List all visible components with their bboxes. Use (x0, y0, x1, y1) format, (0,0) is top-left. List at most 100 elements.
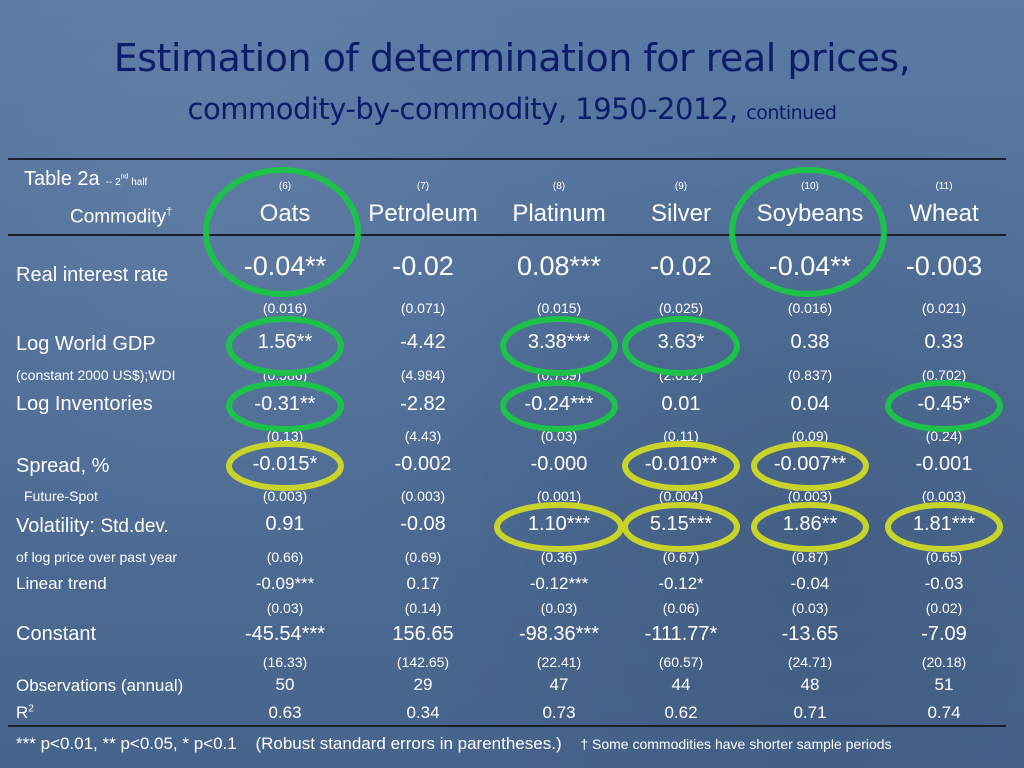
se-constant: (20.18) (921, 654, 967, 670)
se-constant: (16.33) (262, 654, 308, 670)
se-linear_trend: (0.03) (791, 600, 829, 616)
row-sublabel-spread: Future-Spot (24, 488, 98, 504)
coef-spread: -0.000 (530, 453, 588, 475)
coef-spread: -0.007** (773, 453, 847, 475)
se-log_inventories: (0.13) (266, 428, 304, 444)
coef-spread: -0.010** (644, 453, 718, 475)
se-constant: (24.71) (787, 654, 833, 670)
se-log_gdp: (4.984) (400, 367, 446, 383)
coef-real_interest: -0.02 (392, 251, 454, 281)
coef-constant: -13.65 (781, 623, 839, 645)
coef-real_interest: -0.02 (650, 251, 712, 281)
se-log_gdp: (0.837) (787, 367, 833, 383)
se-linear_trend: (0.14) (404, 600, 442, 616)
se-volatility: (0.66) (266, 549, 304, 565)
coef-volatility: 1.86** (782, 513, 838, 535)
coef-spread: -0.002 (394, 453, 452, 475)
coef-r2: 0.62 (664, 703, 698, 722)
column-header-oats: Oats (259, 200, 311, 227)
row-sublabel-log_gdp: (constant 2000 US$);WDI (16, 367, 176, 383)
coef-linear_trend: -0.03 (924, 574, 964, 593)
row-label-observations: Observations (annual) (16, 676, 184, 695)
coef-linear_trend: -0.12*** (529, 574, 589, 593)
se-volatility: (0.87) (791, 549, 829, 565)
coef-linear_trend: -0.04 (790, 574, 830, 593)
coef-log_gdp: 0.38 (790, 331, 830, 353)
se-constant: (22.41) (536, 654, 582, 670)
coef-real_interest: -0.04** (243, 251, 327, 281)
coef-constant: 156.65 (392, 623, 454, 645)
coef-r2: 0.74 (927, 703, 961, 722)
coef-real_interest: -0.003 (905, 251, 983, 281)
se-real_interest: (0.015) (536, 300, 582, 316)
coef-r2: 0.71 (793, 703, 827, 722)
se-log_inventories: (0.03) (540, 428, 578, 444)
coef-real_interest: -0.04** (768, 251, 852, 281)
coef-linear_trend: -0.12* (658, 574, 704, 593)
footnote: *** p<0.01, ** p<0.05, * p<0.1 (Robust s… (16, 734, 892, 754)
coef-observations: 29 (413, 675, 433, 694)
coef-constant: -111.77* (644, 623, 718, 645)
column-number: (8) (552, 181, 566, 192)
coef-log_inventories: -0.45* (917, 393, 971, 415)
coef-spread: -0.001 (915, 453, 973, 475)
se-real_interest: (0.071) (400, 300, 446, 316)
coef-volatility: 5.15*** (649, 513, 713, 535)
row-label-r2: R2 (16, 703, 34, 722)
coef-log_gdp: 0.33 (924, 331, 964, 353)
coef-r2: 0.63 (268, 703, 302, 722)
coef-observations: 47 (549, 675, 569, 694)
coef-observations: 50 (275, 675, 295, 694)
row-label-volatility: Volatility: Std.dev. (16, 515, 169, 537)
se-log_inventories: (0.09) (791, 428, 829, 444)
se-log_gdp: (2.012) (658, 367, 704, 383)
row-label-linear_trend: Linear trend (16, 574, 107, 593)
coef-linear_trend: 0.17 (406, 574, 440, 593)
se-spread: (0.004) (658, 488, 704, 504)
coef-volatility: -0.08 (400, 513, 446, 535)
se-spread: (0.003) (400, 488, 446, 504)
row-label-real_interest: Real interest rate (16, 264, 169, 286)
coef-observations: 51 (934, 675, 954, 694)
se-volatility: (0.67) (662, 549, 700, 565)
se-real_interest: (0.016) (787, 300, 833, 316)
se-log_gdp: (0.702) (921, 367, 967, 383)
coef-log_gdp: 1.56** (257, 331, 313, 353)
se-linear_trend: (0.03) (266, 600, 304, 616)
se-real_interest: (0.025) (658, 300, 704, 316)
coef-log_gdp: 3.63* (657, 331, 705, 353)
coef-r2: 0.73 (542, 703, 576, 722)
se-spread: (0.001) (536, 488, 582, 504)
table-bottom-rule (8, 725, 1006, 727)
column-header-platinum: Platinum (512, 200, 606, 227)
se-linear_trend: (0.02) (925, 600, 963, 616)
se-real_interest: (0.016) (262, 300, 308, 316)
footnote-dagger: † Some commodities have shorter sample p… (580, 736, 892, 752)
coef-log_inventories: 0.01 (661, 393, 701, 415)
column-number: (9) (674, 181, 688, 192)
coef-linear_trend: -0.09*** (255, 574, 315, 593)
row-label-spread: Spread, % (16, 455, 110, 477)
column-number: (11) (935, 181, 953, 192)
se-log_gdp: (0.586) (262, 367, 308, 383)
coef-log_gdp: 3.38*** (527, 331, 591, 353)
se-constant: (142.65) (396, 654, 450, 670)
coef-log_gdp: -4.42 (400, 331, 446, 353)
coef-volatility: 0.91 (265, 513, 305, 535)
coef-observations: 48 (800, 675, 820, 694)
coef-volatility: 1.10*** (527, 513, 591, 535)
coef-log_inventories: -2.82 (400, 393, 446, 415)
se-log_inventories: (4.43) (404, 428, 442, 444)
table-top-rule (8, 158, 1006, 160)
subtitle-text: commodity-by-commodity, 1950-2012, (187, 92, 747, 126)
column-header-wheat: Wheat (909, 200, 979, 227)
coef-constant: -45.54*** (244, 623, 326, 645)
se-volatility: (0.65) (925, 549, 963, 565)
slide-title: Estimation of determination for real pri… (113, 36, 911, 80)
footnote-significance: *** p<0.01, ** p<0.05, * p<0.1 (16, 734, 237, 753)
se-log_inventories: (0.24) (925, 428, 963, 444)
coef-log_inventories: -0.24*** (524, 393, 594, 415)
se-spread: (0.003) (787, 488, 833, 504)
column-header-petroleum: Petroleum (368, 200, 478, 227)
se-real_interest: (0.021) (921, 300, 967, 316)
